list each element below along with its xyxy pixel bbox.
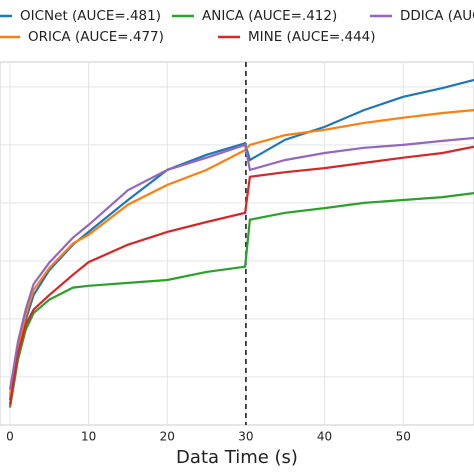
series-line [8, 145, 474, 405]
legend-label: ORICA (AUCE=.477) [28, 29, 164, 45]
legend-label: ANICA (AUCE=.412) [202, 8, 337, 24]
x-tick-label: 50 [396, 430, 411, 444]
x-tick-label: 40 [317, 430, 332, 444]
x-tick-label: 30 [238, 430, 253, 444]
plot-area [0, 61, 474, 426]
legend-label: MINE (AUCE=.444) [248, 29, 376, 45]
x-tick-label: 10 [81, 430, 96, 444]
series-line [8, 78, 474, 401]
x-axis-label: Data Time (s) [176, 447, 298, 468]
series-line [8, 192, 474, 408]
series-line [8, 109, 474, 395]
series-line [8, 136, 474, 390]
x-tick-label: 0 [6, 430, 14, 444]
legend-label: OICNet (AUCE=.481) [20, 8, 161, 24]
x-tick-label: 20 [160, 430, 175, 444]
legend-label: DDICA (AUCE=.4 [400, 8, 474, 24]
